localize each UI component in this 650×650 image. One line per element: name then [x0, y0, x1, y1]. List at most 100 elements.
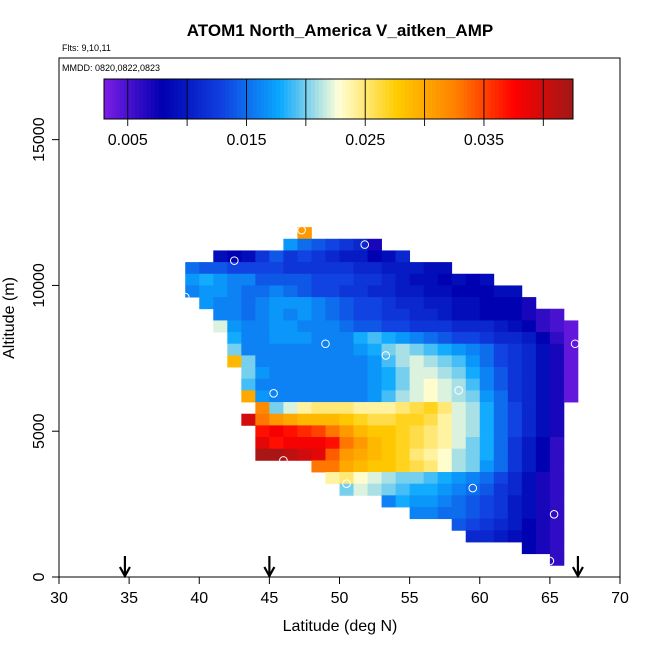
- heatmap-cell: [409, 273, 425, 286]
- heatmap-cell: [269, 425, 284, 438]
- heatmap-cell: [241, 320, 256, 333]
- heatmap-cell: [325, 472, 340, 485]
- heatmap-cell: [465, 273, 481, 286]
- heatmap-cell: [409, 483, 425, 496]
- heatmap-cell: [395, 483, 411, 496]
- heatmap-cell: [325, 250, 340, 263]
- heatmap-cell: [521, 483, 537, 496]
- heatmap-cell: [339, 390, 354, 403]
- heatmap-cell: [227, 320, 242, 333]
- heatmap-cell: [325, 390, 340, 403]
- heatmap-cell: [549, 437, 565, 450]
- heatmap-cell: [507, 343, 523, 356]
- heatmap-cell: [255, 378, 270, 391]
- heatmap-cell: [255, 285, 270, 298]
- heatmap-cell: [493, 320, 509, 333]
- heatmap-cell: [409, 332, 425, 345]
- heatmap-cell: [451, 460, 467, 473]
- colorbar-segment: [557, 79, 562, 119]
- heatmap-cell: [297, 355, 312, 368]
- heatmap-cell: [353, 437, 368, 450]
- heatmap-cell: [437, 297, 453, 310]
- heatmap-cell: [241, 308, 256, 321]
- heatmap-cell: [311, 320, 326, 333]
- y-tick-label: 10000: [31, 263, 48, 308]
- heatmap-cell: [507, 460, 523, 473]
- colorbar-segment: [264, 79, 269, 119]
- heatmap-cell: [465, 390, 481, 403]
- sample-marker: [180, 292, 190, 302]
- heatmap-cell: [241, 285, 256, 298]
- heatmap-cell: [339, 483, 354, 496]
- heatmap-cell: [395, 448, 411, 461]
- heatmap-cell: [493, 402, 509, 415]
- heatmap-cell: [367, 472, 382, 485]
- heatmap-cell: [535, 320, 551, 333]
- colorbar-segment: [447, 79, 453, 119]
- heatmap-cell: [451, 355, 467, 368]
- heatmap-cell: [535, 308, 551, 321]
- heatmap-cell: [395, 413, 411, 426]
- colorbar-segment: [346, 79, 351, 119]
- colorbar-segment: [432, 79, 437, 119]
- heatmap-cell: [353, 460, 368, 473]
- heatmap-cell: [507, 297, 523, 310]
- heatmap-cell: [535, 343, 551, 356]
- heatmap-cell: [269, 355, 284, 368]
- colorbar-segment: [389, 79, 394, 119]
- heatmap-cell: [521, 530, 537, 543]
- heatmap-cell: [423, 285, 439, 298]
- heatmap-cell: [255, 320, 270, 333]
- heatmap-cell: [479, 402, 495, 415]
- heatmap-cell: [409, 402, 425, 415]
- heatmap-cell: [353, 472, 368, 485]
- heatmap-cell: [437, 483, 453, 496]
- heatmap-cell: [479, 355, 495, 368]
- heatmap-cell: [213, 297, 228, 310]
- colorbar: 0.005 0.015 0.025 0.035: [103, 78, 574, 149]
- colorbar-segment: [189, 79, 195, 119]
- heatmap-cell: [325, 367, 340, 380]
- heatmap-cell: [423, 297, 439, 310]
- colorbar-segment: [377, 79, 382, 119]
- heatmap-cell: [241, 297, 256, 310]
- heatmap-cell: [185, 285, 200, 298]
- heatmap-cell: [311, 297, 326, 310]
- heatmap-cell: [423, 390, 439, 403]
- heatmap-cell: [381, 367, 396, 380]
- heatmap-cell: [395, 378, 411, 391]
- colorbar-segment: [412, 79, 418, 119]
- x-tick-label: 30: [50, 590, 68, 607]
- heatmap-cell: [381, 472, 396, 485]
- heatmap-cell: [549, 460, 565, 473]
- heatmap-cell: [367, 378, 382, 391]
- heatmap-cell: [465, 285, 481, 298]
- heatmap-cell: [521, 507, 537, 520]
- sample-marker: [342, 479, 351, 489]
- heatmap-cell: [381, 320, 396, 333]
- heatmap-cell: [507, 332, 523, 345]
- heatmap-cell: [213, 273, 228, 286]
- x-tick-label: 65: [541, 590, 559, 607]
- heatmap-cell: [549, 507, 565, 520]
- colorbar-segment: [150, 79, 156, 119]
- heatmap-cell: [311, 367, 326, 380]
- heatmap-cell: [451, 518, 467, 531]
- colorbar-segment: [365, 79, 371, 119]
- heatmap-cell: [423, 332, 439, 345]
- heatmap-cell: [199, 285, 214, 298]
- heatmap-cell: [493, 472, 509, 485]
- y-axis: 0 5000 10000 15000: [31, 117, 59, 581]
- heatmap-cell: [535, 390, 551, 403]
- heatmap-cell: [465, 483, 481, 496]
- colorbar-segment: [146, 79, 152, 119]
- x-tick-label: 60: [471, 590, 489, 607]
- heatmap-cell: [367, 390, 382, 403]
- colorbar-tick-label: 0.015: [226, 132, 266, 149]
- heatmap-cell: [311, 378, 326, 391]
- heatmap-cell: [367, 297, 382, 310]
- colorbar-segment: [494, 79, 500, 119]
- colorbar-segment: [123, 79, 128, 119]
- heatmap-cell: [367, 402, 382, 415]
- colorbar-segment: [350, 79, 355, 119]
